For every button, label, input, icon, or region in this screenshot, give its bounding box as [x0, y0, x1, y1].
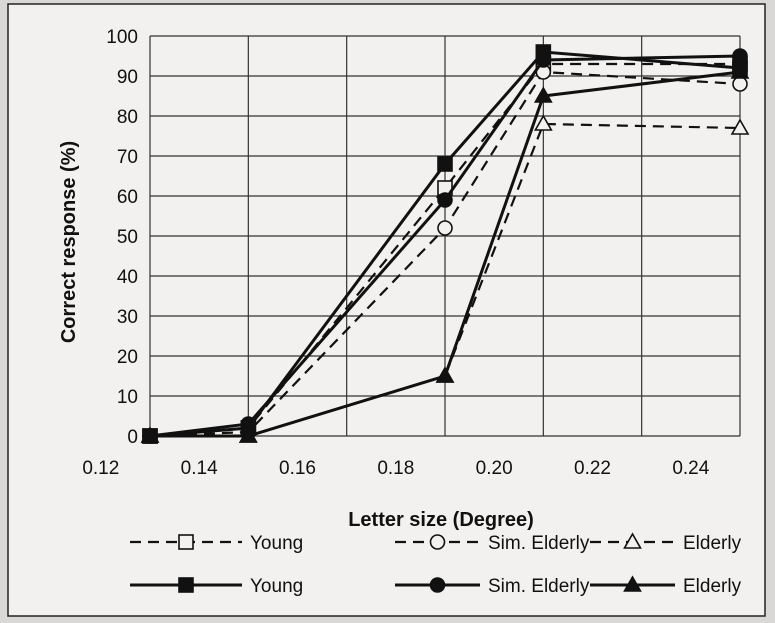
y-tick-label: 40	[117, 267, 138, 288]
chart-grid	[149, 35, 741, 437]
y-tick-label: 60	[117, 187, 138, 208]
y-tick-label: 80	[117, 107, 138, 128]
legend-item: Young	[130, 533, 303, 554]
data-point	[429, 577, 446, 593]
x-tick-label: 0.12	[82, 458, 119, 479]
y-tick-label: 10	[117, 387, 138, 408]
chart-frame	[7, 3, 766, 617]
legend-item: Elderly	[590, 532, 742, 554]
x-tick-label: 0.24	[672, 458, 709, 479]
data-point	[533, 114, 553, 131]
data-point	[437, 220, 453, 236]
data-point	[623, 575, 642, 592]
legend-label: Elderly	[683, 576, 742, 597]
x-tick-label: 0.22	[574, 458, 611, 479]
series-5	[140, 62, 750, 443]
data-point	[437, 156, 453, 172]
data-point	[732, 48, 748, 64]
chart-ticks: 0 10 20 30 40 50 60 70 80 90 100 0.12 0.14 0.16 0.18 0.…	[82, 27, 709, 479]
y-tick-label: 20	[117, 347, 138, 368]
data-point	[238, 426, 258, 443]
data-point	[730, 62, 750, 79]
x-tick-label: 0.18	[377, 458, 414, 479]
y-tick-label: 50	[117, 227, 138, 248]
legend-label: Young	[250, 533, 303, 554]
data-point	[140, 426, 160, 443]
y-tick-label: 70	[117, 147, 138, 168]
legend-item: Sim. Elderly	[395, 533, 590, 554]
data-point	[435, 366, 455, 383]
series-line	[149, 62, 740, 438]
y-tick-label: 30	[117, 307, 138, 328]
chart-series	[140, 44, 750, 444]
legend-item: Elderly	[590, 575, 742, 597]
data-point	[732, 76, 748, 92]
x-tick-label: 0.14	[181, 458, 218, 479]
x-tick-label: 0.16	[279, 458, 316, 479]
data-point	[178, 534, 194, 550]
legend-label: Young	[250, 576, 303, 597]
data-point	[429, 534, 446, 550]
x-axis-title: Letter size (Degree)	[348, 509, 534, 531]
y-axis-title: Correct response (%)	[58, 141, 80, 343]
x-tick-label: 0.20	[476, 458, 513, 479]
data-point	[623, 532, 642, 549]
series-line	[150, 122, 741, 438]
y-tick-label: 100	[106, 27, 138, 48]
data-point	[178, 577, 194, 593]
series-4	[142, 48, 748, 444]
legend-label: Sim. Elderly	[488, 533, 590, 554]
chart-legend: Young Sim. Elderly Elderly Young Sim. Elderl…	[130, 532, 742, 597]
legend-label: Sim. Elderly	[488, 576, 590, 597]
legend-item: Sim. Elderly	[395, 576, 590, 597]
y-tick-label: 90	[117, 67, 138, 88]
data-point	[730, 118, 750, 135]
data-point	[533, 86, 553, 103]
legend-label: Elderly	[683, 533, 742, 554]
data-point	[437, 192, 453, 208]
data-point	[535, 52, 552, 68]
legend-item: Young	[130, 576, 303, 597]
y-tick-label: 0	[127, 427, 138, 448]
